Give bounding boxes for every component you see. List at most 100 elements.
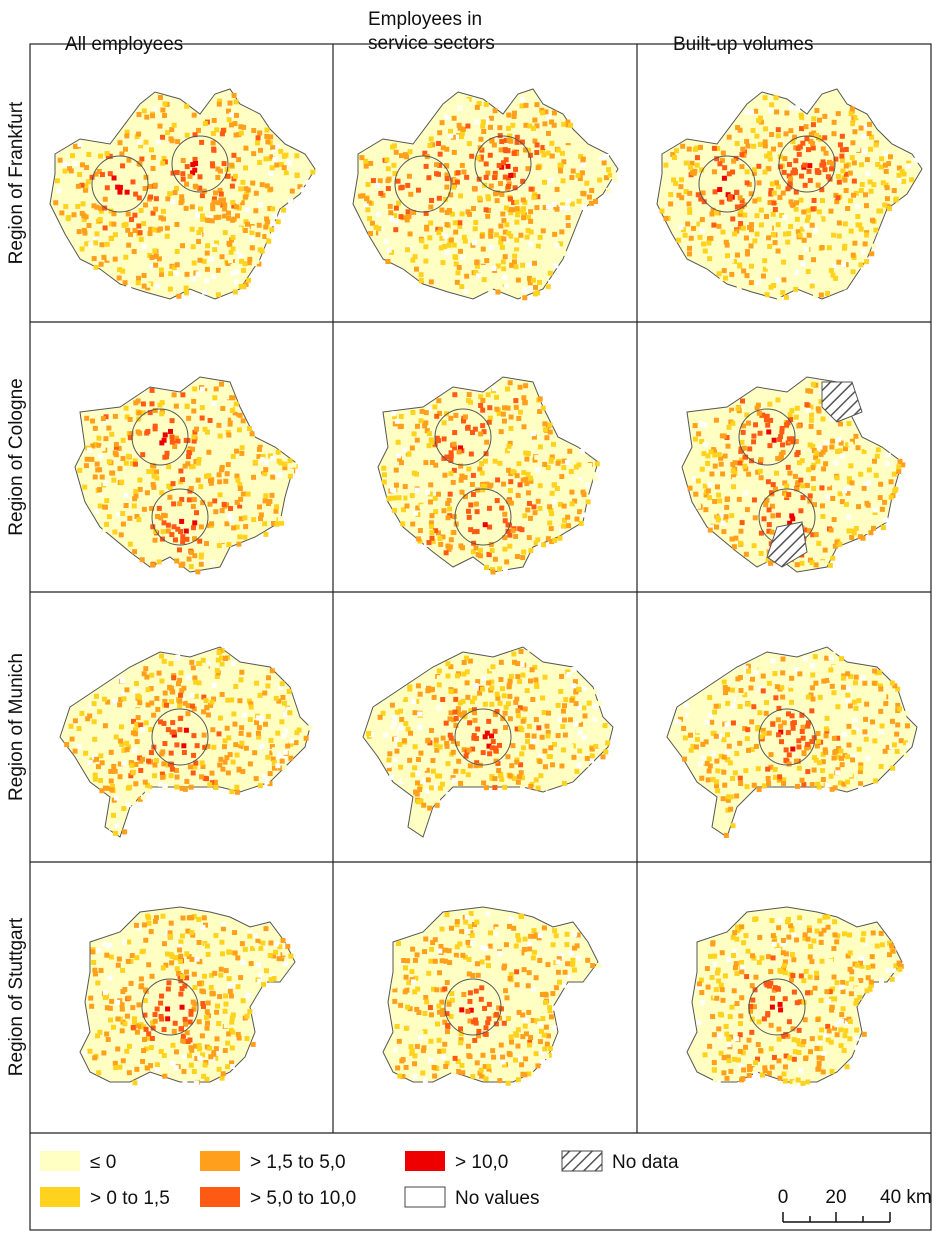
cell	[734, 793, 739, 798]
cell	[150, 563, 155, 568]
cell	[559, 674, 564, 679]
cell	[744, 784, 749, 789]
cell	[539, 1029, 544, 1034]
cell	[294, 740, 299, 745]
cell	[129, 981, 134, 986]
cell	[468, 400, 473, 405]
cell	[826, 482, 831, 487]
cell	[154, 476, 159, 481]
map	[80, 907, 295, 1086]
cell	[110, 471, 115, 476]
cell	[381, 466, 386, 471]
cell	[485, 1020, 490, 1025]
cell	[463, 920, 468, 925]
cell	[744, 236, 749, 241]
cell	[273, 152, 278, 157]
cell	[182, 750, 187, 755]
cell	[310, 170, 315, 175]
cell	[545, 1042, 550, 1047]
cell	[870, 964, 875, 969]
cell	[518, 410, 523, 415]
cell	[130, 134, 135, 139]
cell	[529, 744, 534, 749]
cell	[776, 222, 781, 227]
cell	[388, 210, 393, 215]
cell	[493, 191, 498, 196]
cell	[467, 515, 472, 520]
cell	[864, 702, 869, 707]
cell	[769, 752, 774, 757]
cell	[875, 454, 880, 459]
cell	[581, 157, 586, 162]
cell	[771, 232, 776, 237]
cell	[799, 126, 804, 131]
cell	[714, 734, 719, 739]
cell	[246, 446, 251, 451]
cell	[839, 656, 844, 661]
cell	[445, 674, 450, 679]
cell	[76, 184, 81, 189]
cell	[537, 506, 542, 511]
cell	[731, 823, 736, 828]
cell	[184, 537, 189, 542]
cell	[890, 681, 895, 686]
cell	[154, 196, 159, 201]
cell	[769, 1046, 774, 1051]
cell	[433, 959, 438, 964]
cell	[93, 474, 98, 479]
cell	[849, 535, 854, 540]
cell	[134, 681, 139, 686]
cell	[93, 426, 98, 431]
cell	[714, 779, 719, 784]
cell	[613, 178, 618, 183]
cell	[495, 290, 500, 295]
cell	[543, 427, 548, 432]
cell	[419, 418, 424, 423]
cell	[120, 1007, 125, 1012]
cell	[420, 504, 425, 509]
cell	[850, 140, 855, 145]
cell	[540, 1016, 545, 1021]
cell	[792, 168, 797, 173]
cell	[491, 739, 496, 744]
cell	[104, 1032, 109, 1037]
cell	[817, 1061, 822, 1066]
cell	[238, 186, 243, 191]
cell	[134, 1067, 139, 1072]
cell	[414, 472, 419, 477]
cell	[189, 785, 194, 790]
cell	[731, 159, 736, 164]
cell	[128, 417, 133, 422]
cell	[467, 748, 472, 753]
cell	[94, 231, 99, 236]
cell	[705, 966, 710, 971]
cell	[449, 736, 454, 741]
cell	[483, 459, 488, 464]
cell	[806, 269, 811, 274]
cell	[797, 1028, 802, 1033]
cell	[745, 143, 750, 148]
cell	[274, 696, 279, 701]
cell	[711, 940, 716, 945]
cell	[832, 131, 837, 136]
cell	[452, 243, 457, 248]
cell	[172, 1029, 177, 1034]
cell	[133, 731, 138, 736]
cell	[720, 230, 725, 235]
cell	[488, 228, 493, 233]
cell	[265, 219, 270, 224]
cell	[874, 473, 879, 478]
cell	[155, 1062, 160, 1067]
cell	[687, 251, 692, 256]
cell	[421, 1048, 426, 1053]
cell	[199, 774, 204, 779]
cell	[492, 266, 497, 271]
cell	[698, 145, 703, 150]
cell	[569, 744, 574, 749]
cell	[480, 234, 485, 239]
cell	[73, 749, 78, 754]
cell	[434, 987, 439, 992]
cell	[471, 473, 476, 478]
cell	[525, 953, 530, 958]
cell	[69, 184, 74, 189]
